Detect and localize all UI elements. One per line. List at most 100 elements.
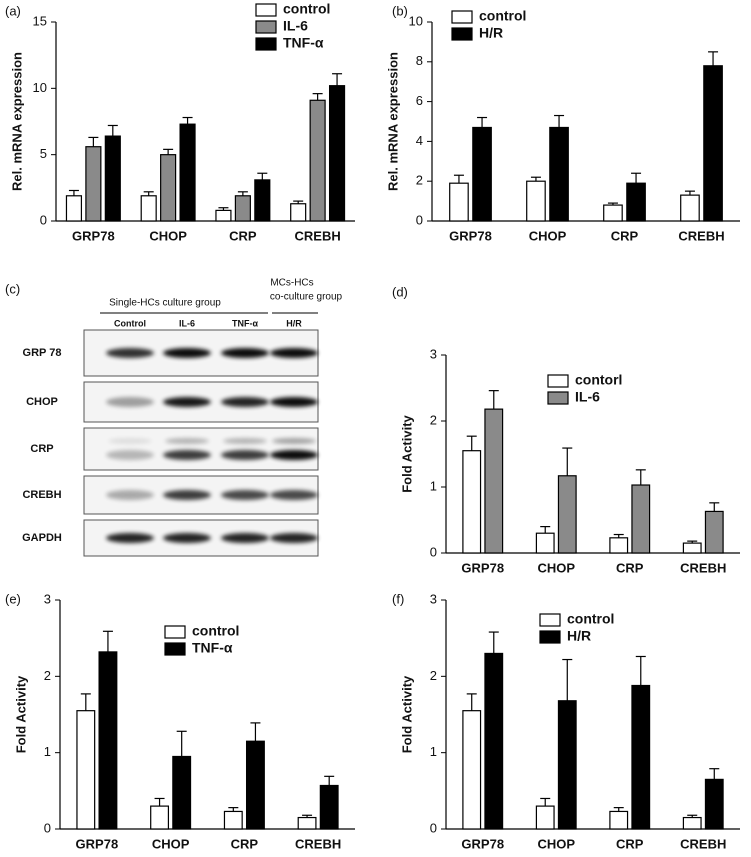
legend-label: TNF-α (283, 35, 324, 51)
bar (462, 710, 482, 830)
bar (631, 484, 651, 554)
blot-band (163, 450, 211, 460)
blot-band (165, 438, 209, 444)
legend-label: H/R (567, 628, 591, 644)
blot-band (221, 348, 269, 358)
bar (76, 710, 96, 830)
bar (85, 146, 102, 222)
bar (680, 194, 700, 222)
x-tick-label: CREBH (295, 228, 341, 243)
x-tick-label: GRP78 (461, 560, 504, 575)
bar (150, 805, 170, 830)
bar (603, 204, 623, 222)
bar (160, 154, 177, 222)
bar (472, 126, 492, 222)
bar (290, 203, 307, 222)
x-tick-label: GRP78 (76, 836, 119, 851)
bar (484, 652, 504, 830)
y-axis-label: Rel. mRNA expression (385, 52, 400, 191)
legend-swatch (539, 613, 561, 627)
bar (140, 195, 157, 222)
group-label: co-culture group (270, 292, 343, 303)
lane-label: IL-6 (179, 318, 195, 328)
y-tick-label: 6 (416, 93, 423, 108)
row-label: CRP (30, 443, 53, 455)
bar (172, 755, 192, 830)
y-tick-label: 2 (430, 668, 437, 683)
x-tick-label: CREBH (678, 228, 724, 243)
y-tick-label: 3 (430, 346, 437, 361)
blot-band (221, 397, 269, 407)
bar (65, 195, 83, 222)
blot-band (106, 490, 154, 500)
y-tick-label: 8 (416, 53, 423, 68)
y-tick-label: 0 (416, 212, 423, 227)
legend-label: control (479, 8, 526, 24)
x-tick-label: CRP (616, 836, 644, 851)
legend-swatch (255, 3, 277, 17)
y-tick-label: 0 (430, 820, 437, 835)
blot-band (270, 533, 318, 543)
bar (462, 450, 482, 554)
bar (297, 816, 317, 830)
row-label: GRP 78 (23, 347, 62, 359)
x-tick-label: CHOP (537, 836, 575, 851)
y-axis-label: Fold Activity (399, 414, 414, 492)
y-axis-label: Rel. mRNA expression (9, 52, 24, 191)
x-tick-label: CHOP (529, 228, 567, 243)
legend-label: IL-6 (283, 18, 308, 34)
legend-swatch (539, 630, 561, 644)
blot-band (163, 397, 211, 407)
bar (234, 195, 251, 222)
y-tick-label: 10 (409, 13, 423, 28)
blot-band (223, 438, 267, 444)
group-label: MCs-HCs (270, 278, 313, 289)
blot-band (270, 397, 318, 407)
bar (682, 542, 702, 554)
x-tick-label: CHOP (152, 836, 190, 851)
bar (484, 408, 504, 554)
y-tick-label: 0 (40, 212, 47, 227)
x-tick-label: GRP78 (461, 836, 504, 851)
row-label: CREBH (22, 489, 61, 501)
y-tick-label: 2 (416, 173, 423, 188)
bar (449, 182, 469, 222)
blot-band (221, 533, 269, 543)
bar (557, 475, 577, 554)
blot-band (106, 348, 154, 358)
bar (309, 99, 326, 222)
bar (98, 651, 118, 830)
x-tick-label: CHOP (537, 560, 575, 575)
panel-label: (f) (392, 591, 404, 606)
bar (626, 182, 646, 222)
panel-label: (b) (392, 3, 408, 18)
blot-band (270, 348, 318, 358)
panel-label: (d) (392, 284, 408, 299)
y-tick-label: 3 (430, 591, 437, 606)
blot-band (221, 450, 269, 460)
blot-strip (83, 427, 319, 471)
legend-label: IL-6 (575, 389, 600, 405)
lane-label: TNF-α (232, 318, 258, 328)
legend-swatch (547, 391, 569, 405)
bar (179, 123, 196, 222)
bar (223, 810, 243, 830)
y-tick-label: 1 (44, 744, 51, 759)
x-tick-label: CRP (231, 836, 259, 851)
x-tick-label: CRP (229, 228, 257, 243)
x-tick-label: CRP (616, 560, 644, 575)
y-tick-label: 1 (430, 744, 437, 759)
blot-band (106, 450, 154, 460)
y-tick-label: 1 (430, 478, 437, 493)
legend-swatch (255, 37, 277, 51)
blot-band (108, 438, 152, 444)
legend-label: control (192, 623, 239, 639)
blot-band (270, 490, 318, 500)
bar (328, 85, 346, 222)
bar (215, 209, 232, 222)
blot-band (221, 490, 269, 500)
legend-swatch (451, 27, 473, 41)
y-tick-label: 2 (430, 412, 437, 427)
bar (535, 532, 555, 554)
